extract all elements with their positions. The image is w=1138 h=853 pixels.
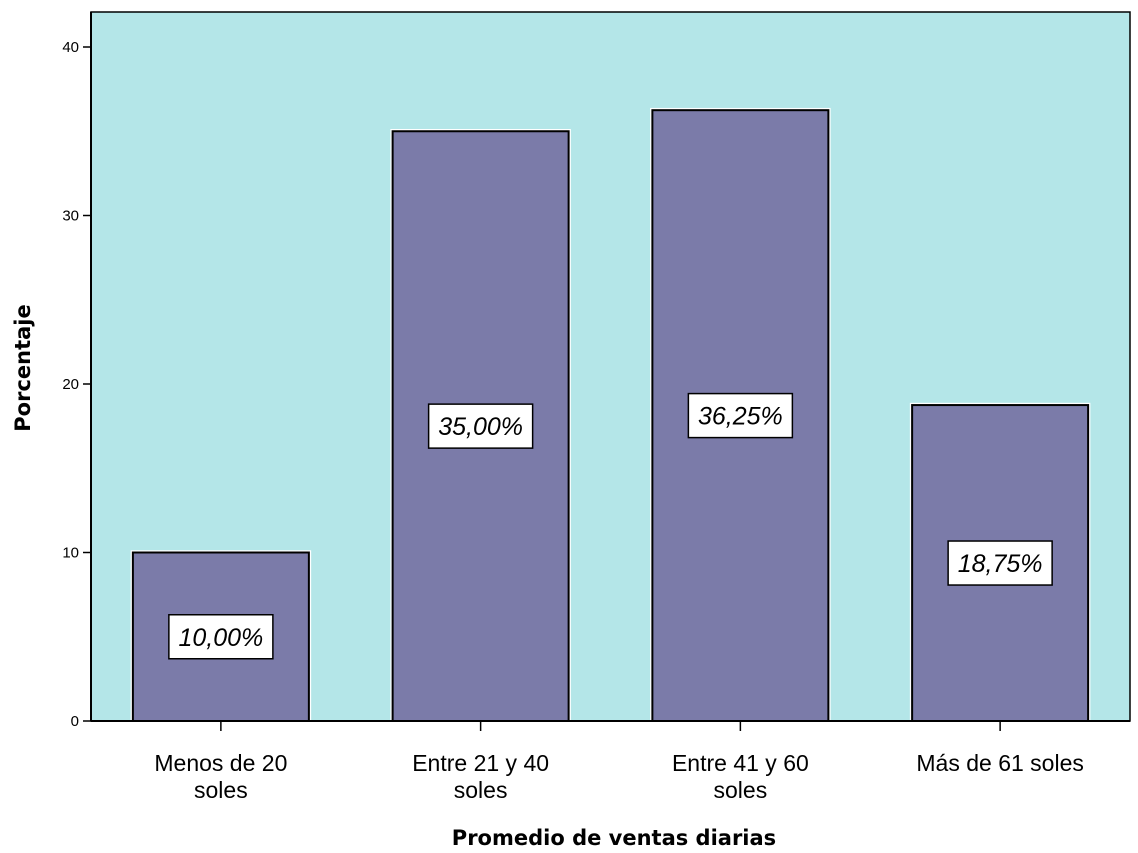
data-label-box: [168, 614, 274, 660]
y-tick-label: 0: [71, 713, 79, 730]
x-axis-title: Promedio de ventas diarias: [452, 826, 776, 850]
data-label-box: [687, 392, 794, 439]
x-tick-label-line: Más de 61 soles: [916, 750, 1083, 776]
y-tick-label: 10: [62, 545, 79, 562]
data-label: 36,25%: [698, 403, 783, 431]
data-labels-layer: 10,00% 35,00% 36,25% 18,75%: [168, 392, 1053, 660]
x-tick-label: Menos de 20 soles: [154, 750, 287, 803]
x-tick-label: Más de 61 soles: [916, 750, 1083, 776]
x-tick-label-line: Entre 41 y 60: [672, 750, 809, 776]
x-tick-label-line: soles: [194, 777, 248, 803]
x-tick-label-line: soles: [454, 777, 508, 803]
y-tick-label: 30: [62, 208, 79, 225]
data-label-box: [427, 403, 534, 449]
y-tick-label: 40: [62, 39, 79, 56]
data-label: 10,00%: [178, 624, 263, 652]
y-tick-label: 20: [62, 376, 79, 393]
x-tick-label: Entre 21 y 40 soles: [412, 750, 549, 803]
data-label: 18,75%: [958, 550, 1043, 578]
x-tick-label-line: Menos de 20: [154, 750, 287, 776]
y-axis-title: Porcentaje: [11, 304, 35, 431]
x-tick-label: Entre 41 y 60 soles: [672, 750, 809, 803]
data-label: 35,00%: [438, 413, 523, 441]
x-tick-label-line: soles: [714, 777, 768, 803]
data-label-box: [947, 540, 1053, 586]
x-tick-label-line: Entre 21 y 40: [412, 750, 549, 776]
